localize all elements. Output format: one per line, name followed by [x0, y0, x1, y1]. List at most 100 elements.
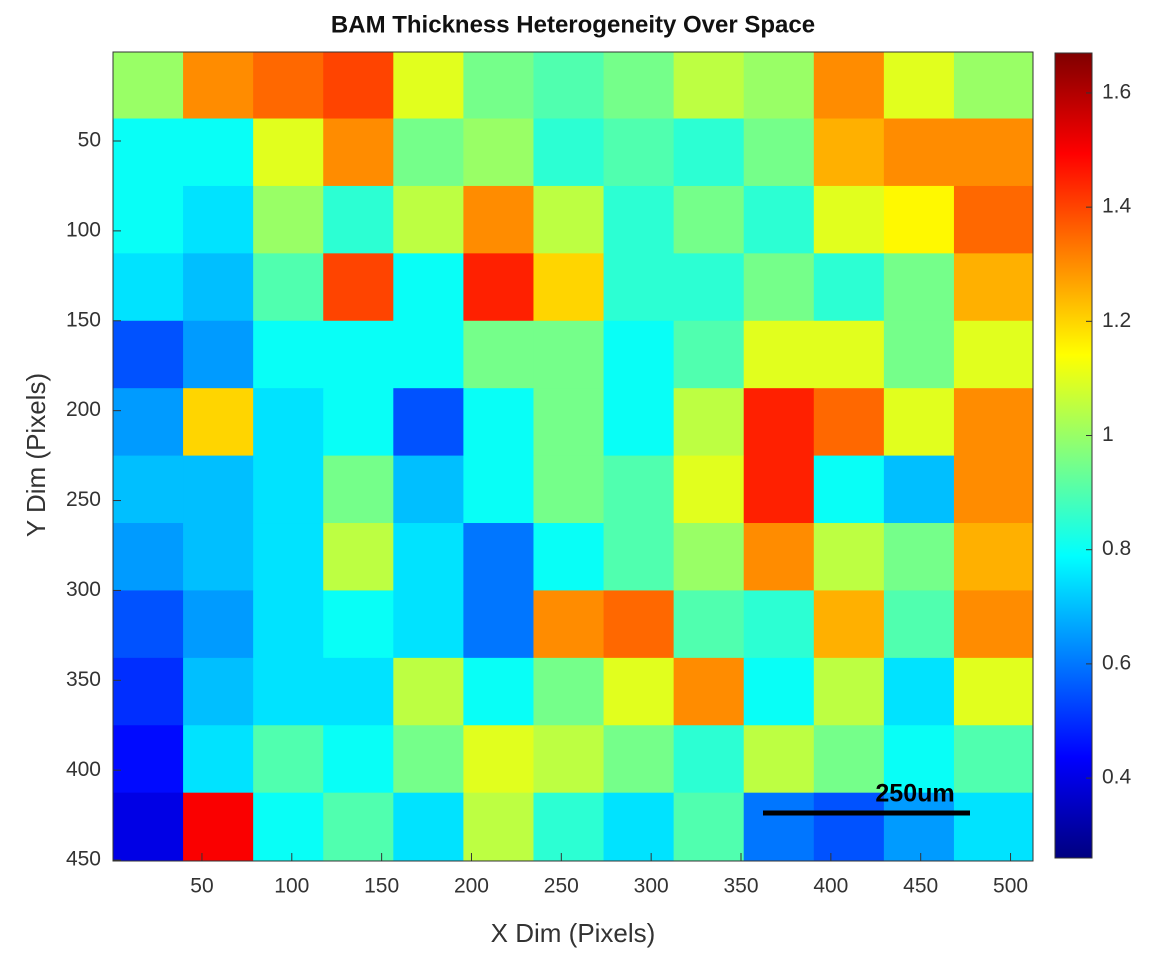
heatmap-cell [463, 523, 534, 591]
heatmap-cell [183, 590, 254, 658]
colorbar-tick-label: 1.6 [1102, 81, 1131, 104]
heatmap-cell [884, 52, 955, 119]
x-tick-label: 100 [274, 875, 309, 898]
heatmap-cell [674, 52, 745, 119]
heatmap-cell [113, 186, 184, 254]
heatmap-cell [954, 456, 1034, 524]
heatmap-cell [674, 388, 745, 456]
heatmap-cell [884, 456, 955, 524]
heatmap-cell [884, 658, 955, 726]
heatmap-cell [533, 793, 604, 862]
heatmap-cell [393, 186, 464, 254]
heatmap-cell [814, 590, 885, 658]
heatmap-cell [604, 456, 675, 524]
heatmap-cell [253, 658, 324, 726]
heatmap-cell [323, 388, 394, 456]
heatmap-cell [113, 119, 184, 187]
x-tick-label: 150 [364, 875, 399, 898]
heatmap-cell [113, 590, 184, 658]
heatmap-cell [323, 658, 394, 726]
heatmap-cell [744, 725, 815, 793]
x-tick-label: 350 [723, 875, 758, 898]
heatmap-cell [604, 523, 675, 591]
heatmap-cell [954, 253, 1034, 321]
heatmap-cell [323, 456, 394, 524]
heatmap-cell [674, 658, 745, 726]
heatmap-cell [884, 523, 955, 591]
heatmap-cell [253, 253, 324, 321]
heatmap-cell [113, 523, 184, 591]
heatmap-cell [533, 456, 604, 524]
heatmap-cell [744, 793, 815, 862]
x-tick-label: 250 [544, 875, 579, 898]
y-tick-label: 350 [66, 668, 101, 691]
heatmap-cell [393, 793, 464, 862]
heatmap-cell [814, 456, 885, 524]
heatmap-cell [183, 388, 254, 456]
heatmap-cell [744, 119, 815, 187]
heatmap-cell [113, 253, 184, 321]
heatmap-cell [533, 388, 604, 456]
heatmap-cell [183, 253, 254, 321]
heatmap-cell [954, 590, 1034, 658]
heatmap-cell [113, 793, 184, 862]
heatmap-cell [604, 388, 675, 456]
heatmap-cell [884, 388, 955, 456]
heatmap-cell [323, 253, 394, 321]
heatmap-cell [604, 321, 675, 389]
heatmap-cell [814, 725, 885, 793]
colorbar-tick-label: 1.2 [1102, 309, 1131, 332]
heatmap-cell [113, 725, 184, 793]
y-tick-label: 300 [66, 578, 101, 601]
heatmap-cell [674, 725, 745, 793]
heatmap-cell [253, 186, 324, 254]
heatmap-cell [393, 725, 464, 793]
heatmap-cell [954, 388, 1034, 456]
heatmap-cell [393, 590, 464, 658]
heatmap-cell [183, 321, 254, 389]
y-tick-label: 400 [66, 758, 101, 781]
heatmap-cell [253, 119, 324, 187]
heatmap-cell [814, 523, 885, 591]
chart: BAM Thickness Heterogeneity Over Space X… [0, 0, 1174, 955]
heatmap-cell [533, 119, 604, 187]
heatmap-cell [463, 456, 534, 524]
x-tick-label: 50 [190, 875, 213, 898]
heatmap-cell [954, 793, 1034, 862]
heatmap-cell [674, 253, 745, 321]
heatmap-cell [604, 52, 675, 119]
heatmap-cell [744, 253, 815, 321]
heatmap-cell [954, 186, 1034, 254]
heatmap-cell [393, 253, 464, 321]
heatmap-cell [183, 523, 254, 591]
heatmap-cell [323, 523, 394, 591]
y-tick-label: 100 [66, 218, 101, 241]
heatmap-cell [884, 321, 955, 389]
heatmap-cell [393, 388, 464, 456]
heatmap-cell [744, 590, 815, 658]
heatmap-cell [604, 253, 675, 321]
heatmap-cell [463, 658, 534, 726]
heatmap-cell [533, 590, 604, 658]
heatmap-cell [814, 52, 885, 119]
heatmap-cell [253, 523, 324, 591]
heatmap-cell [604, 119, 675, 187]
heatmap-cell [814, 119, 885, 187]
heatmap-cell [113, 321, 184, 389]
heatmap-cell [744, 321, 815, 389]
heatmap-cell [744, 388, 815, 456]
colorbar-tick-label: 0.4 [1102, 766, 1132, 789]
heatmap-cell [393, 456, 464, 524]
heatmap-cell [463, 253, 534, 321]
heatmap-cell [323, 119, 394, 187]
heatmap-cell [533, 725, 604, 793]
heatmap-cell [393, 52, 464, 119]
colorbar [1055, 53, 1092, 858]
heatmap-cell [674, 321, 745, 389]
heatmap-cell [463, 725, 534, 793]
y-tick-label: 50 [78, 129, 101, 152]
colorbar-tick-label: 1 [1102, 423, 1114, 446]
heatmap-cell [253, 388, 324, 456]
heatmap-cell [814, 321, 885, 389]
heatmap-cell [814, 388, 885, 456]
